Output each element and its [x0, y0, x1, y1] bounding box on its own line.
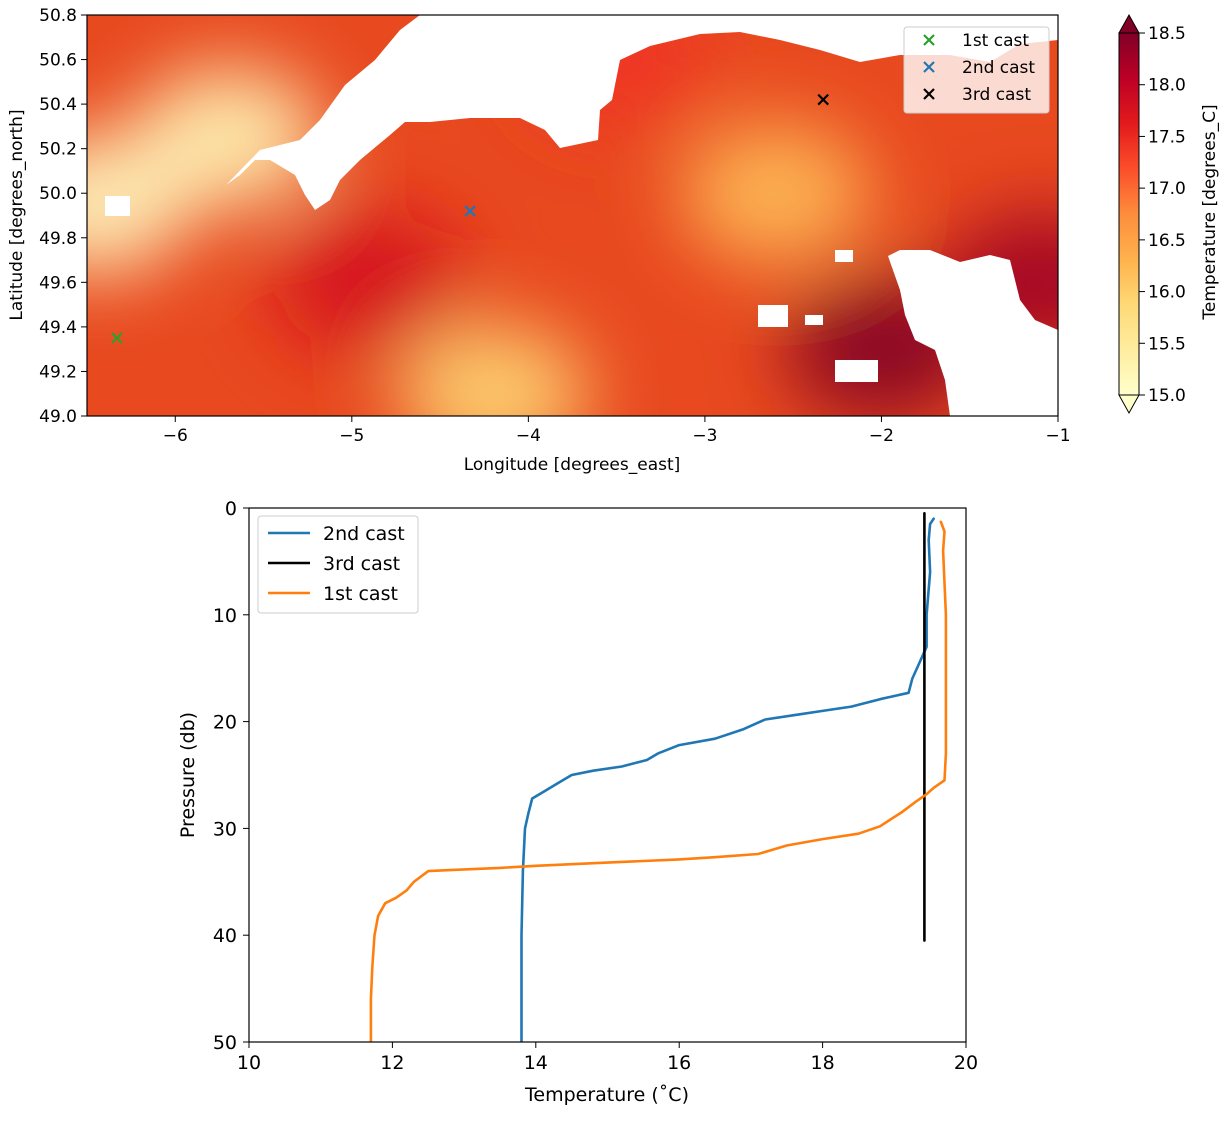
- colorbar-max-extension: [1118, 13, 1140, 34]
- field-hotspot-1: [87, 134, 191, 275]
- map-y-tick-label: 49.6: [39, 273, 77, 293]
- profile-lines: [369, 511, 948, 1042]
- profile-panel: 10 12 14 16 18 20 0 10 20 30 40 50 Temperature (˚C…: [177, 498, 978, 1106]
- map-legend-box: [903, 26, 1050, 114]
- profile-x-tick-label: 16: [667, 1052, 691, 1074]
- map-y-label: Latitude [degrees_north]: [7, 109, 27, 320]
- map-legend-marker-2: [923, 61, 935, 73]
- map-y-tick-label: 50.0: [39, 184, 77, 204]
- temperature-field: [87, 15, 1058, 416]
- colorbar-gradient: [1119, 33, 1139, 395]
- map-legend-marker-3-stroke-b: [923, 88, 935, 100]
- map-y-tick-label: 49.4: [39, 318, 77, 338]
- map-x-tick-label: −4: [516, 426, 541, 446]
- colorbar-tick-label: 17.0: [1148, 179, 1186, 199]
- profile-x-tick-label: 18: [811, 1052, 835, 1074]
- channel-island-3: [805, 315, 823, 325]
- colorbar-tick-label: 16.0: [1148, 283, 1186, 303]
- cast-markers: [111, 93, 829, 344]
- channel-island-2: [758, 305, 788, 327]
- profile-legend-label-3: 1st cast: [323, 583, 398, 605]
- colorbar-tick-label: 16.5: [1148, 231, 1186, 251]
- map-legend-marker-1-stroke-b: [923, 34, 935, 46]
- scilly-isles: [105, 196, 130, 216]
- profile-x-ticks: 10 12 14 16 18 20: [237, 1042, 978, 1074]
- map-y-tick-label: 50.4: [39, 95, 77, 115]
- profile-x-tick-label: 20: [954, 1052, 978, 1074]
- map-x-tick-label: −6: [163, 426, 188, 446]
- map-y-tick-label: 49.8: [39, 229, 77, 249]
- map-legend-marker-2-stroke-b: [923, 61, 935, 73]
- colorbar-label: Temperature [degrees_C]: [1200, 104, 1220, 320]
- colorbar-min-extension: [1118, 394, 1140, 415]
- cast-marker-2-stroke-b: [464, 205, 476, 217]
- profile-line-1st-cast: [369, 520, 948, 1042]
- profile-x-tick-label: 14: [524, 1052, 548, 1074]
- cast-marker-3-stroke-b: [817, 93, 829, 106]
- profile-y-tick-label: 0: [225, 498, 237, 520]
- profile-legend-label-2: 3rd cast: [323, 553, 400, 575]
- land-mask: [105, 15, 1058, 416]
- colorbar-frame: [1118, 32, 1140, 396]
- field-hotspot-2: [398, 323, 589, 416]
- profile-legend-box: [257, 515, 419, 614]
- field-hotspot-6: [274, 212, 465, 353]
- map-y-tick-label: 49.2: [39, 362, 77, 382]
- map-y-tick-label: 50.6: [39, 51, 77, 71]
- profile-line-2nd-cast: [520, 517, 936, 1042]
- map-legend: 1st cast 2nd cast 3rd cast: [903, 26, 1050, 114]
- colorbar-tick-label: 18.0: [1148, 76, 1186, 96]
- cast-marker-3: [817, 93, 829, 106]
- map-x-tick-label: −3: [692, 426, 717, 446]
- profile-y-tick-label: 10: [213, 605, 237, 627]
- profile-x-tick-label: 10: [237, 1052, 261, 1074]
- cast-marker-1-stroke-b: [111, 332, 123, 344]
- map-frame: [86, 14, 1059, 417]
- colorbar-ticks: 15.0 15.5 16.0 16.5 17.0 17.5 18.0 18.5: [1139, 24, 1186, 406]
- map-legend-label-1: 1st cast: [962, 31, 1029, 51]
- profile-x-label: Temperature (˚C): [524, 1084, 689, 1106]
- colorbar-tick-label: 15.5: [1148, 334, 1186, 354]
- profile-legend: 2nd cast 3rd cast 1st cast: [257, 515, 419, 614]
- profile-frame: [248, 507, 967, 1043]
- map-legend-label-3: 3rd cast: [962, 85, 1031, 105]
- map-x-ticks: −6 −5 −4 −3 −2 −1: [163, 416, 1071, 446]
- colorbar-tick-label: 18.5: [1148, 24, 1186, 44]
- profile-y-tick-label: 40: [213, 925, 237, 947]
- france-coast: [888, 250, 1058, 416]
- cast-marker-1: [111, 332, 123, 344]
- channel-island-1: [835, 360, 878, 382]
- profile-y-tick-label: 50: [213, 1032, 237, 1054]
- map-legend-marker-1: [923, 34, 935, 46]
- map-x-tick-label: −2: [869, 426, 894, 446]
- map-x-tick-label: −5: [339, 426, 364, 446]
- map-y-tick-label: 50.2: [39, 140, 77, 160]
- map-legend-marker-3: [923, 88, 935, 100]
- map-y-tick-label: 50.8: [39, 6, 77, 26]
- colorbar-tick-label: 15.0: [1148, 386, 1186, 406]
- map-panel: −6 −5 −4 −3 −2 −1 49.0 49.2 49.4 49.6 49.8 50.0 50.…: [7, 6, 1071, 475]
- colorbar-tick-label: 17.5: [1148, 127, 1186, 147]
- cast-marker-2: [464, 205, 476, 217]
- england-coast: [226, 15, 1058, 416]
- map-legend-label-2: 2nd cast: [962, 58, 1035, 78]
- profile-y-tick-label: 30: [213, 818, 237, 840]
- map-x-label: Longitude [degrees_east]: [464, 455, 681, 475]
- profile-y-tick-label: 20: [213, 712, 237, 734]
- field-hotspot-3: [680, 123, 871, 264]
- map-y-ticks: 49.0 49.2 49.4 49.6 49.8 50.0 50.2 50.4 50.6 50.8: [39, 6, 87, 427]
- map-x-tick-label: −1: [1045, 426, 1070, 446]
- profile-x-tick-label: 12: [380, 1052, 404, 1074]
- profile-y-label: Pressure (db): [177, 712, 199, 838]
- profile-legend-label-1: 2nd cast: [323, 523, 405, 545]
- field-hotspot-0: [133, 67, 324, 208]
- colorbar: 15.0 15.5 16.0 16.5 17.0 17.5 18.0 18.5 Tempera…: [1118, 13, 1220, 415]
- map-y-tick-label: 49.0: [39, 407, 77, 427]
- profile-y-ticks: 0 10 20 30 40 50: [213, 498, 249, 1054]
- channel-island-4: [835, 250, 853, 262]
